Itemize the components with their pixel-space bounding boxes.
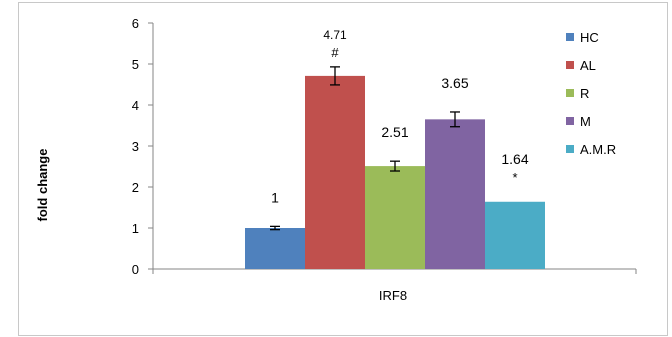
bar-al xyxy=(305,75,365,269)
legend: HC AL RM A.M.R xyxy=(566,30,616,157)
legend-swatch xyxy=(566,145,574,153)
bar-r xyxy=(365,166,425,269)
data-label: 4.71 xyxy=(323,28,347,42)
bar-m xyxy=(425,119,485,269)
y-tick-label: 4 xyxy=(132,98,139,113)
y-axis-title: fold change xyxy=(35,149,50,222)
legend-swatch xyxy=(566,89,574,97)
bar-amr xyxy=(485,201,545,269)
significance-marker: # xyxy=(331,45,339,60)
legend-label: HC xyxy=(580,30,599,45)
data-label: 1 xyxy=(271,189,279,205)
bar-hc xyxy=(245,228,305,269)
legend-label: M xyxy=(580,114,591,129)
y-tick-label: 3 xyxy=(132,139,139,154)
legend-label: AL xyxy=(580,58,596,73)
data-label: 1.64 xyxy=(501,151,528,167)
data-label: 2.51 xyxy=(381,124,408,140)
y-tick-label: 0 xyxy=(132,262,139,277)
axes: 0 1 2 3 4 5 6 xyxy=(132,16,637,277)
legend-swatch xyxy=(566,117,574,125)
bars-group: 1 4.71 #2.51 3.65 1.64 * xyxy=(245,28,545,269)
data-label: 3.65 xyxy=(441,75,468,91)
x-category-label: IRF8 xyxy=(379,288,407,303)
legend-swatch xyxy=(566,61,574,69)
legend-label: R xyxy=(580,86,589,101)
y-tick-label: 6 xyxy=(132,16,139,31)
y-tick-label: 2 xyxy=(132,180,139,195)
legend-swatch xyxy=(566,33,574,41)
y-tick-label: 1 xyxy=(132,221,139,236)
y-tick-label: 5 xyxy=(132,57,139,72)
legend-label: A.M.R xyxy=(580,142,616,157)
significance-marker: * xyxy=(512,170,517,185)
